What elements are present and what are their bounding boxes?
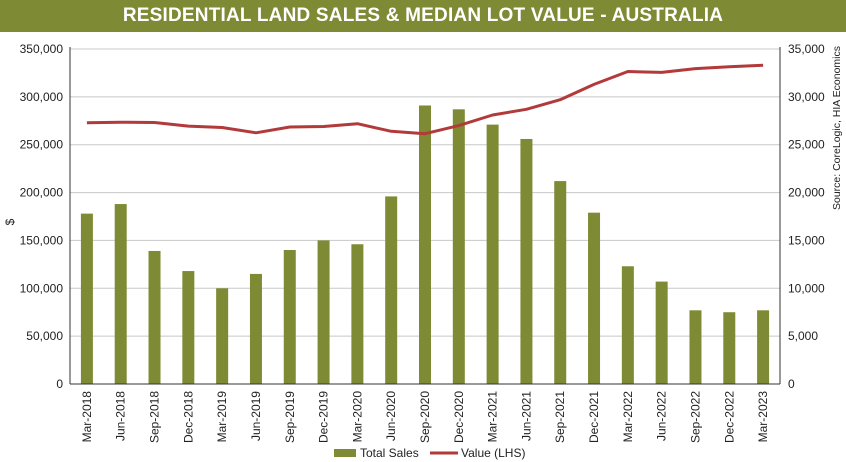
bar-total-sales — [486, 124, 499, 384]
bar-total-sales — [757, 310, 770, 384]
bar-total-sales — [148, 250, 161, 384]
legend-swatch-total-sales — [334, 449, 356, 457]
bar-total-sales — [723, 312, 736, 384]
right-tick-label: 10,000 — [788, 281, 825, 295]
x-tick-label: Sep-2021 — [553, 391, 567, 443]
bar-total-sales — [283, 250, 296, 384]
x-tick-label: Sep-2022 — [688, 391, 702, 443]
x-tick-label: Mar-2020 — [350, 391, 364, 443]
left-tick-label: 250,000 — [20, 138, 64, 152]
right-tick-label: 5,000 — [788, 329, 818, 343]
right-tick-label: 25,000 — [788, 138, 825, 152]
left-tick-label: 350,000 — [20, 42, 64, 56]
legend-label-value-lhs: Value (LHS) — [461, 446, 525, 460]
legend-label-total-sales: Total Sales — [360, 446, 419, 460]
x-tick-label: Jun-2018 — [114, 391, 128, 441]
bar-total-sales — [452, 109, 465, 385]
bar-total-sales — [351, 244, 364, 384]
left-tick-label: 100,000 — [20, 281, 64, 295]
x-tick-label: Mar-2023 — [756, 391, 770, 443]
bar-total-sales — [216, 288, 229, 384]
x-tick-label: Mar-2019 — [215, 391, 229, 443]
x-tick-label: Dec-2021 — [587, 391, 601, 443]
left-tick-label: 0 — [56, 377, 63, 391]
bar-total-sales — [114, 204, 127, 384]
bar-total-sales — [182, 271, 195, 384]
right-tick-label: 35,000 — [788, 42, 825, 56]
x-tick-label: Mar-2018 — [80, 391, 94, 443]
x-tick-label: Sep-2018 — [148, 391, 162, 443]
x-tick-label: Sep-2020 — [418, 391, 432, 443]
bar-total-sales — [385, 196, 398, 384]
left-tick-label: 300,000 — [20, 90, 64, 104]
left-tick-label: 150,000 — [20, 233, 64, 247]
x-tick-label: Jun-2020 — [384, 391, 398, 441]
line-value-lhs — [86, 63, 764, 136]
bar-total-sales — [80, 213, 93, 384]
bar-total-sales — [621, 266, 634, 384]
chart-title: RESIDENTIAL LAND SALES & MEDIAN LOT VALU… — [0, 0, 846, 32]
source-note: Source: CoreLogic, HIA Economics — [831, 46, 843, 210]
x-tick-label: Dec-2018 — [181, 391, 195, 443]
x-tick-label: Dec-2019 — [317, 391, 331, 443]
bar-total-sales — [554, 181, 567, 384]
x-tick-label: Jun-2021 — [519, 391, 533, 441]
x-tick-label: Dec-2022 — [722, 391, 736, 443]
bar-total-sales — [689, 310, 702, 384]
x-tick-label: Dec-2020 — [452, 391, 466, 443]
left-tick-label: 200,000 — [20, 186, 64, 200]
bar-total-sales — [520, 138, 533, 384]
right-tick-label: 15,000 — [788, 233, 825, 247]
x-tick-label: Sep-2019 — [283, 391, 297, 443]
right-tick-label: 20,000 — [788, 186, 825, 200]
bar-total-sales — [419, 105, 431, 384]
left-tick-label: 50,000 — [26, 329, 63, 343]
x-tick-label: Mar-2022 — [621, 391, 635, 443]
right-tick-label: 30,000 — [788, 90, 825, 104]
left-axis-label: $ — [3, 218, 17, 225]
x-tick-label: Jun-2022 — [655, 391, 669, 441]
x-tick-label: Mar-2021 — [486, 391, 500, 443]
bar-total-sales — [317, 240, 330, 384]
bar-total-sales — [655, 281, 668, 384]
right-tick-label: 0 — [788, 377, 795, 391]
x-tick-label: Jun-2019 — [249, 391, 263, 441]
bar-total-sales — [588, 212, 601, 384]
bar-total-sales — [249, 273, 262, 384]
